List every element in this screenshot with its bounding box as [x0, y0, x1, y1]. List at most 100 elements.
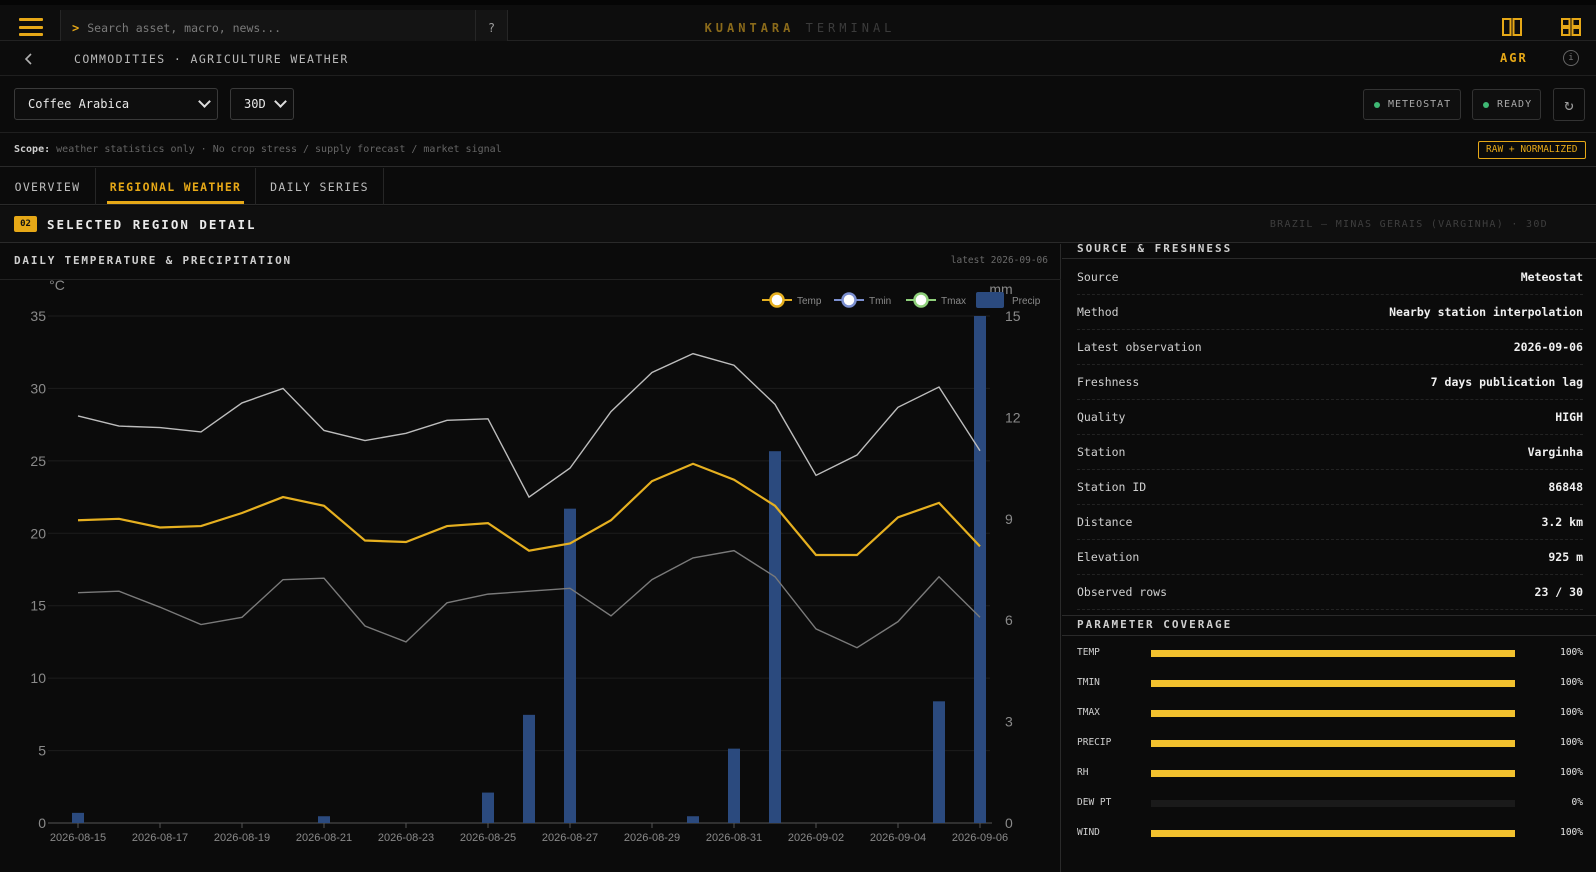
source-row-value: 23 / 30 — [1534, 585, 1583, 599]
coverage-label: PRECIP — [1077, 737, 1112, 748]
series-line-temp — [77, 462, 981, 557]
chevron-down-icon — [274, 95, 287, 108]
search-box[interactable]: > — [60, 10, 476, 46]
source-row-key: Quality — [1077, 410, 1126, 424]
coverage-bar — [1151, 680, 1515, 687]
precip-bar — [564, 508, 576, 823]
coverage-bar — [1151, 800, 1515, 807]
y-tick-label-left: 5 — [38, 743, 46, 759]
legend-swatch-marker — [769, 292, 785, 308]
coverage-label: RH — [1077, 767, 1089, 778]
legend-swatch-precip — [976, 292, 1004, 308]
tab-bar: OVERVIEW REGIONAL WEATHER DAILY SERIES — [0, 168, 1596, 205]
chart-title: DAILY TEMPERATURE & PRECIPITATION — [14, 254, 292, 267]
source-row: Quality HIGH — [1077, 400, 1583, 435]
y-tick-label-left: 25 — [30, 453, 46, 469]
tab-regional-weather[interactable]: REGIONAL WEATHER — [96, 168, 256, 205]
search-input[interactable] — [87, 21, 458, 35]
x-tick-label: 2026-08-27 — [542, 832, 598, 844]
coverage-row: PRECIP 100% — [1077, 734, 1583, 754]
source-row: Source Meteostat — [1077, 260, 1583, 295]
x-tick-label: 2026-09-04 — [870, 832, 926, 844]
coverage-percent: 100% — [1560, 827, 1583, 838]
coverage-bar-fill — [1151, 740, 1515, 747]
section-title: SELECTED REGION DETAIL — [47, 217, 257, 232]
source-row: Latest observation 2026-09-06 — [1077, 330, 1583, 365]
divider — [1062, 258, 1596, 259]
precip-bar — [769, 451, 781, 823]
legend-swatch-marker — [913, 292, 929, 308]
asset-code: AGR — [1500, 51, 1528, 65]
scope-label: Scope: — [14, 144, 51, 155]
coverage-bar-fill — [1151, 680, 1515, 687]
control-bar: Coffee Arabica 30D METEOSTAT READY ↻ — [0, 77, 1596, 133]
menu-icon[interactable] — [14, 14, 48, 40]
legend-label: Precip — [1012, 296, 1041, 307]
source-row-value: Meteostat — [1520, 270, 1583, 284]
help-button[interactable]: ? — [476, 10, 508, 46]
coverage-bar — [1151, 650, 1515, 657]
breadcrumb-bar: COMMODITIES · AGRICULTURE WEATHER AGR i — [0, 41, 1596, 76]
back-chevron-icon[interactable] — [20, 50, 38, 68]
source-row-key: Latest observation — [1077, 340, 1202, 354]
legend-label: Tmax — [941, 296, 966, 307]
split-view-icon[interactable] — [1502, 18, 1522, 36]
refresh-button[interactable]: ↻ — [1553, 88, 1585, 121]
source-freshness-title: SOURCE & FRESHNESS — [1077, 242, 1233, 255]
source-row-value: 7 days publication lag — [1430, 375, 1583, 389]
coverage-label: TEMP — [1077, 647, 1100, 658]
source-row: Distance 3.2 km — [1077, 505, 1583, 540]
divider — [0, 279, 1061, 280]
search-prompt-icon: > — [72, 21, 80, 35]
source-row-value: 2026-09-06 — [1513, 340, 1583, 354]
coverage-percent: 100% — [1560, 737, 1583, 748]
brand-primary: KUANTARA — [704, 21, 795, 35]
coverage-percent: 0% — [1571, 797, 1583, 808]
coverage-bar-fill — [1151, 830, 1515, 837]
precip-bar — [728, 748, 740, 823]
y-tick-label-left: 20 — [30, 525, 46, 541]
y-tick-label-right: 0 — [1005, 815, 1013, 831]
coverage-percent: 100% — [1560, 767, 1583, 778]
section-header: 02 SELECTED REGION DETAIL BRAZIL — MINAS… — [0, 206, 1596, 243]
chevron-down-icon — [198, 95, 211, 108]
info-icon[interactable]: i — [1563, 50, 1579, 66]
source-row-key: Elevation — [1077, 550, 1140, 564]
commodity-select-value: Coffee Arabica — [28, 97, 130, 111]
raw-normalized-badge[interactable]: RAW + NORMALIZED — [1478, 141, 1586, 159]
y-tick-label-left: 35 — [30, 308, 46, 324]
precip-bar — [933, 701, 945, 823]
source-row-key: Source — [1077, 270, 1119, 284]
source-row-key: Observed rows — [1077, 585, 1168, 599]
source-row: Observed rows 23 / 30 — [1077, 575, 1583, 610]
source-row-value: Nearby station interpolation — [1389, 305, 1583, 319]
precip-bar — [974, 316, 986, 823]
commodity-select[interactable]: Coffee Arabica — [14, 88, 218, 120]
y-tick-label-left: 0 — [38, 815, 46, 831]
grid-view-icon[interactable] — [1561, 18, 1581, 36]
legend-label: Tmin — [869, 296, 891, 307]
divider — [1062, 635, 1596, 636]
y-tick-label-right: 12 — [1005, 409, 1021, 425]
x-tick-label: 2026-08-19 — [214, 832, 270, 844]
source-row-key: Distance — [1077, 515, 1133, 529]
coverage-bar-fill — [1151, 770, 1515, 777]
status-dot-icon — [1374, 101, 1380, 108]
chart-panel: DAILY TEMPERATURE & PRECIPITATION latest… — [0, 244, 1061, 872]
y-tick-label-left: 30 — [30, 380, 46, 396]
tab-daily-series[interactable]: DAILY SERIES — [256, 168, 384, 205]
chart-latest-date: latest 2026-09-06 — [950, 255, 1048, 266]
tab-overview[interactable]: OVERVIEW — [0, 168, 96, 205]
brand-secondary: TERMINAL — [805, 21, 896, 35]
ready-status-pill: READY — [1472, 89, 1541, 120]
window-select[interactable]: 30D — [230, 88, 294, 120]
x-tick-label: 2026-08-17 — [132, 832, 188, 844]
coverage-label: TMIN — [1077, 677, 1100, 688]
source-row-value: 3.2 km — [1541, 515, 1583, 529]
precip-bar — [687, 816, 699, 823]
source-row: Elevation 925 m — [1077, 540, 1583, 575]
window-select-value: 30D — [244, 97, 266, 111]
scope-text: weather statistics only · No crop stress… — [56, 144, 502, 155]
x-tick-label: 2026-08-15 — [50, 832, 106, 844]
